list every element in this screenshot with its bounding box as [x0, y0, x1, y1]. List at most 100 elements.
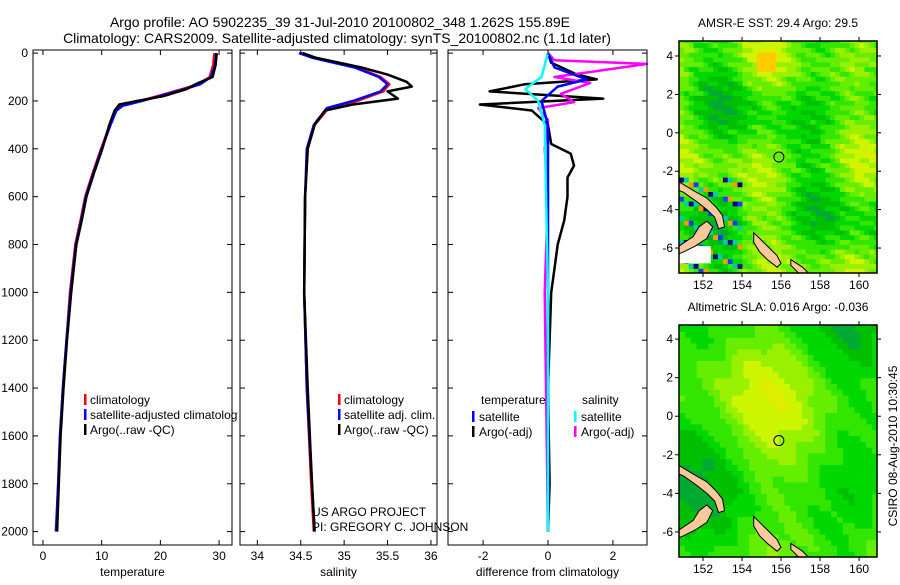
map-cell — [781, 109, 787, 116]
map-cell — [737, 249, 743, 255]
map-cell — [778, 342, 785, 350]
map-cell — [742, 90, 748, 96]
map-cell — [825, 516, 832, 523]
map-cell — [766, 452, 774, 460]
map-cell — [796, 205, 802, 212]
map-cell — [866, 516, 873, 523]
map-cell — [825, 533, 832, 541]
map-cell — [761, 220, 768, 226]
map-cell — [708, 85, 714, 92]
map-cell — [776, 143, 782, 149]
map-cell — [766, 109, 773, 116]
map-cell — [830, 100, 836, 106]
map-cell — [732, 201, 739, 207]
map-cell — [708, 162, 714, 168]
map-cell — [820, 41, 826, 44]
map-cell — [872, 389, 878, 396]
map-cell — [731, 418, 739, 425]
map-cell — [872, 360, 878, 367]
map-cell — [703, 138, 709, 144]
map-cell — [708, 366, 715, 373]
map-cell — [778, 418, 785, 425]
map-cell — [872, 458, 878, 465]
map-cell — [810, 109, 817, 116]
map-cell — [761, 181, 768, 188]
map-cell — [679, 522, 686, 529]
map-cell — [859, 191, 865, 197]
map-cell — [708, 504, 715, 512]
map-cell — [722, 234, 729, 240]
map-cell — [872, 383, 878, 390]
map-cell — [703, 268, 709, 274]
map-cell — [690, 395, 698, 402]
map-cell — [835, 220, 841, 226]
map-cell — [752, 47, 758, 53]
map-cell — [810, 42, 817, 48]
map-cell — [872, 481, 878, 489]
map-cell — [761, 167, 768, 173]
map-cell — [690, 371, 698, 379]
map-cell — [866, 452, 873, 460]
map-cell — [714, 395, 721, 402]
map-cell — [830, 41, 836, 44]
map-cell — [702, 395, 709, 402]
map-cell — [702, 400, 709, 408]
map-cell — [784, 522, 791, 529]
map-cell — [731, 458, 739, 465]
map-cell — [831, 452, 838, 460]
map-cell — [778, 354, 785, 361]
map-cell — [690, 331, 698, 338]
map-cell — [844, 210, 851, 216]
map-cell — [813, 545, 821, 552]
map-cell — [766, 447, 774, 454]
map-cell — [696, 412, 704, 419]
map-cell — [693, 129, 700, 135]
map-cell — [766, 41, 773, 44]
map-cell — [743, 441, 750, 448]
map-cell — [732, 234, 739, 240]
map-cell — [696, 331, 704, 338]
map-cell — [727, 196, 734, 202]
map-cell — [737, 360, 744, 367]
map-cell — [819, 493, 826, 500]
map-cell — [831, 337, 838, 344]
map-cell — [800, 172, 807, 178]
map-cell — [722, 41, 729, 44]
map-cell — [757, 268, 763, 274]
map-cell — [684, 481, 692, 489]
map-cell — [725, 354, 733, 361]
map-cell — [874, 85, 878, 92]
map-cell — [800, 177, 807, 183]
y-tick-label: 1200 — [1, 333, 28, 347]
map-cell — [786, 162, 792, 168]
map-cell — [791, 66, 797, 72]
map-cell — [790, 499, 797, 506]
map-cell — [859, 42, 865, 48]
map-cell — [819, 476, 826, 483]
map-cell — [807, 366, 815, 373]
map-cell — [864, 80, 870, 87]
map-cell — [800, 196, 807, 202]
map-cell — [766, 210, 773, 216]
lat-tick-label: -2 — [662, 164, 673, 178]
map-cell — [766, 148, 773, 154]
map-cell — [820, 124, 826, 130]
map-cell — [872, 342, 878, 350]
map-cell — [698, 172, 704, 178]
y-tick-label: 0 — [21, 46, 28, 60]
map-cell — [766, 95, 773, 101]
map-cell — [781, 172, 787, 178]
map-cell — [752, 76, 758, 82]
map-cell — [837, 504, 844, 512]
map-cell — [791, 114, 797, 120]
map-cell — [776, 71, 782, 77]
map-cell — [757, 95, 763, 101]
map-cell — [860, 423, 867, 431]
map-cell — [825, 172, 831, 178]
map-cell — [679, 47, 685, 53]
map-cell — [696, 325, 704, 332]
map-cell — [854, 201, 861, 207]
map-cell — [813, 371, 821, 379]
map-cell — [796, 377, 803, 384]
map-cell — [749, 470, 756, 477]
